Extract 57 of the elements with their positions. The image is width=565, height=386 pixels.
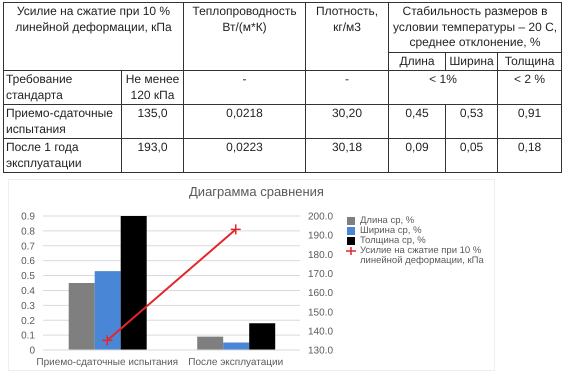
text: 30,18	[306, 138, 389, 172]
text: < 1%	[388, 70, 498, 104]
legend-label: Ширина ср, %	[360, 225, 422, 236]
text: 0,09	[388, 138, 446, 172]
bar	[120, 216, 147, 350]
text: 135,0	[122, 104, 184, 138]
text: 0,45	[388, 104, 446, 138]
y-tick-label: 0.8	[21, 226, 36, 238]
y2-tick-label: 140.0	[308, 326, 334, 338]
text: 0,05	[446, 138, 498, 172]
y2-tick-label: 130.0	[308, 346, 334, 357]
bar	[94, 271, 121, 350]
text: 0,0223	[184, 138, 306, 172]
x-tick-label: После эксплуатации	[188, 357, 284, 368]
text: Длина	[388, 52, 446, 70]
text: Усилие на сжатие при 10 % линейной деформации, кПа	[4, 2, 184, 70]
y2-tick-label: 190.0	[308, 230, 334, 242]
text: 0,18	[498, 138, 562, 172]
y-tick-label: 0.7	[21, 241, 36, 252]
bar	[197, 336, 224, 350]
bar	[249, 323, 276, 350]
y-tick-label: 0.1	[21, 330, 36, 342]
y-tick-label: 0.3	[21, 300, 36, 312]
text: < 2 %	[498, 70, 562, 104]
y-tick-label: 0.4	[21, 286, 36, 297]
text: 193,0	[122, 138, 184, 172]
text: -	[184, 70, 306, 104]
text: Ширина	[446, 52, 498, 70]
text: Плотность, кг/м3	[306, 2, 389, 70]
text: Теплопроводность Вт/(м*К)	[184, 2, 306, 70]
bar	[68, 283, 95, 350]
y-tick-label: 0	[29, 346, 36, 357]
text: Не менее 120 кПа	[122, 70, 184, 104]
y2-tick-label: 150.0	[308, 307, 334, 318]
text: Приемо-сдаточные испытания	[4, 104, 122, 138]
y-tick-label: 0.9	[21, 212, 36, 223]
text: Толщина	[498, 52, 562, 70]
legend-label: Толщина ср, %	[360, 235, 426, 246]
text: Стабильность размеров в условии температуры – 20 С, среднее отклонение, %	[388, 2, 562, 52]
y2-tick-label: 200.0	[308, 212, 334, 223]
y-tick-label: 0.5	[21, 271, 36, 282]
text: -	[306, 70, 389, 104]
text: 0,0218	[184, 104, 306, 138]
text: 30,20	[306, 104, 389, 138]
chart-title: Диаграмма сравнения	[189, 184, 324, 199]
y2-tick-label: 160.0	[308, 288, 334, 300]
bar	[223, 342, 250, 350]
legend-label: Длина ср, %	[360, 215, 414, 226]
text: 0,53	[446, 104, 498, 138]
text: 0,91	[498, 104, 562, 138]
y2-tick-label: 180.0	[308, 250, 334, 261]
y2-tick-label: 170.0	[308, 268, 334, 280]
y-tick-label: 0.6	[21, 256, 36, 268]
legend-label: Усилие на сжатие при 10 % линейной деформации, кПа	[360, 245, 485, 266]
text: После 1 года эксплуатации	[4, 138, 122, 172]
text: Требование стандарта	[4, 70, 122, 104]
y-tick-label: 0.2	[21, 316, 36, 327]
